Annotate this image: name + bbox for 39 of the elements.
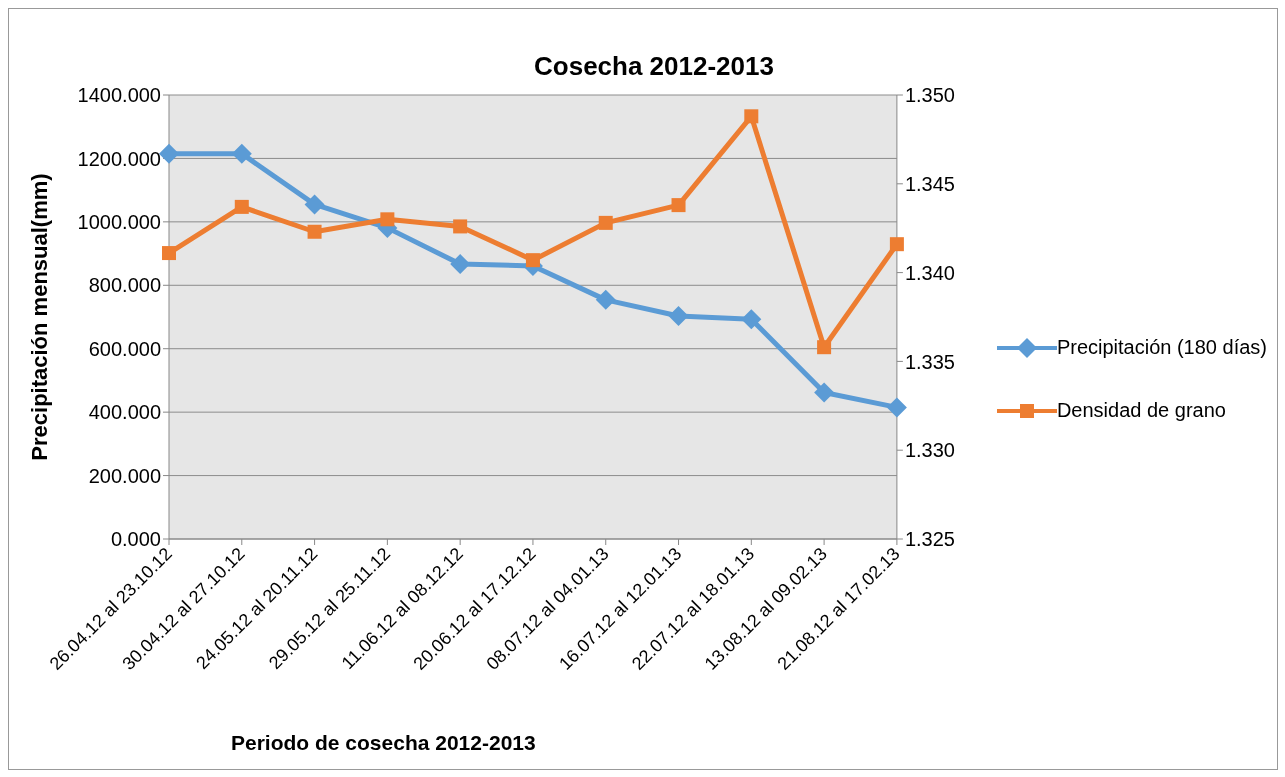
point: [817, 340, 832, 355]
y-tick-label: 400.000: [88, 401, 161, 424]
point: [159, 143, 179, 164]
point: [598, 215, 613, 230]
y-tick-label: 1400.000: [77, 84, 161, 107]
point: [886, 397, 907, 418]
point: [741, 309, 762, 330]
chart-title: Cosecha 2012-2013: [533, 51, 775, 82]
y-tick-label: 1200.000: [77, 147, 161, 170]
y2-tick-label: 1.345: [904, 172, 955, 195]
y2-tick-label: 1.325: [904, 528, 955, 551]
y2-tick-label: 1.350: [904, 84, 955, 107]
point: [595, 289, 616, 310]
y-tick-label: 200.000: [88, 464, 161, 487]
y-tick-label: 1000.000: [77, 210, 161, 233]
x-axis-title: Periodo de cosecha 2012-2013: [231, 731, 536, 755]
point: [671, 198, 686, 213]
point: [231, 143, 252, 164]
y-tick-label: 800.000: [88, 274, 161, 297]
legend-label: Densidad de grano: [1056, 399, 1226, 422]
point: [307, 224, 322, 239]
y-tick-label: 0.000: [110, 528, 161, 551]
point: [453, 219, 468, 234]
y2-tick-label: 1.330: [904, 439, 955, 462]
point: [304, 194, 325, 215]
legend-label: Precipitación (180 días): [1056, 336, 1267, 359]
y-tick-label: 600.000: [88, 337, 161, 360]
point: [744, 109, 759, 124]
point: [450, 254, 471, 275]
y2-tick-label: 1.340: [904, 261, 955, 284]
point: [889, 237, 904, 252]
point: [162, 246, 176, 261]
y-axis-title: Precipitación mensual(mm): [26, 173, 52, 461]
point: [234, 199, 249, 214]
point: [814, 382, 835, 403]
point: [668, 306, 689, 327]
point: [525, 253, 540, 268]
point: [380, 212, 395, 227]
y2-tick-label: 1.335: [904, 350, 955, 373]
